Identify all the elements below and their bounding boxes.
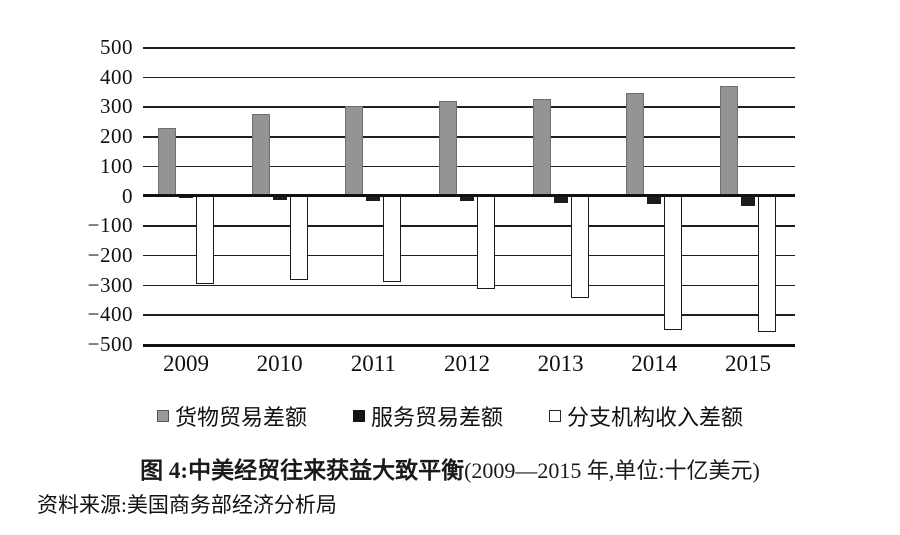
bar-branch-2014 — [664, 195, 683, 330]
y-axis-tick--300: −300 — [87, 272, 133, 297]
gridline--300 — [143, 284, 795, 287]
bar-branch-2011 — [383, 195, 402, 282]
legend-item-goods: 货物贸易差额 — [156, 400, 307, 432]
bar-goods-2011 — [345, 106, 364, 196]
y-axis-tick-0: 0 — [122, 183, 133, 208]
bar-groups: 2009 2010 2011 2012 2013 2014 2015 — [143, 47, 795, 376]
bar-goods-2015 — [719, 85, 738, 196]
y-axis-tick--200: −200 — [87, 242, 133, 267]
legend-swatch-gray-icon — [156, 410, 169, 422]
gridline-0 — [143, 194, 795, 197]
gridline-200 — [143, 136, 795, 138]
bar-goods-2013 — [532, 98, 551, 196]
gridline--100 — [143, 225, 795, 227]
bar-group-2012: 2012 — [438, 47, 495, 376]
bar-branch-2012 — [476, 195, 495, 290]
legend-swatch-black-icon — [352, 410, 365, 422]
bar-branch-2010 — [289, 195, 308, 281]
gridline--200 — [143, 254, 795, 257]
legend-item-branch: 分支机构收入差额 — [549, 400, 743, 432]
bar-branch-2009 — [196, 195, 214, 284]
bar-goods-2012 — [438, 100, 457, 196]
x-axis-label-2010: 2010 — [256, 351, 303, 376]
legend-swatch-white-icon — [549, 410, 561, 422]
figure-caption-main: 图 4:中美经贸往来获益大致平衡 — [140, 458, 465, 483]
bar-services-2010 — [272, 195, 287, 200]
bar-group-2013: 2013 — [532, 47, 589, 376]
y-axis-tick-200: 200 — [100, 124, 133, 149]
x-axis-label-2015: 2015 — [724, 351, 771, 376]
figure-caption: 图 4:中美经贸往来获益大致平衡(2009—2015 年,单位:十亿美元) — [0, 451, 900, 485]
bar-branch-2015 — [757, 195, 776, 332]
legend-item-services: 服务贸易差额 — [352, 400, 503, 432]
figure-caption-sub: (2009—2015 年,单位:十亿美元) — [464, 458, 760, 483]
bar-services-2012 — [459, 195, 474, 202]
bar-group-2009: 2009 — [158, 47, 214, 376]
gridline-100 — [143, 165, 795, 168]
chart-legend: 货物贸易差额 服务贸易差额 分支机构收入差额 — [0, 398, 900, 434]
y-axis-tick-300: 300 — [100, 94, 133, 119]
x-axis-label-2009: 2009 — [163, 351, 209, 376]
bar-goods-2014 — [626, 93, 645, 196]
bar-group-2011: 2011 — [345, 47, 402, 376]
bar-services-2011 — [366, 195, 381, 201]
y-axis-tick-100: 100 — [100, 153, 133, 178]
gridline-300 — [143, 106, 795, 108]
gridline-400 — [143, 76, 795, 79]
gridline--400 — [143, 314, 795, 316]
bar-goods-2009 — [158, 128, 176, 196]
bar-services-2015 — [740, 195, 755, 207]
gridline--500 — [143, 344, 795, 347]
y-axis-tick--400: −400 — [87, 302, 133, 327]
y-axis-tick--500: −500 — [87, 332, 133, 356]
y-axis-tick--100: −100 — [87, 213, 133, 238]
x-axis-label-2013: 2013 — [537, 351, 584, 376]
y-axis-tick-400: 400 — [100, 64, 133, 89]
legend-label: 服务贸易差额 — [370, 405, 503, 430]
bar-services-2014 — [647, 195, 662, 204]
bar-group-2010: 2010 — [251, 47, 308, 376]
source-note: 资料来源:美国商务部经济分析局 — [37, 493, 337, 517]
gridline-500 — [143, 47, 795, 49]
x-axis-label-2012: 2012 — [443, 351, 490, 376]
bar-goods-2010 — [251, 114, 270, 196]
y-axis-tick-500: 500 — [100, 35, 133, 59]
bar-group-2015: 2015 — [719, 47, 776, 376]
bar-group-2014: 2014 — [626, 47, 683, 376]
x-axis-label-2011: 2011 — [350, 351, 396, 376]
plot-area: 500 400 300 200 100 0 −100 −200 −300 −400 −500 2009… — [88, 36, 795, 376]
x-axis-label-2014: 2014 — [631, 351, 678, 376]
bar-branch-2013 — [570, 195, 589, 298]
legend-label: 货物贸易差额 — [174, 405, 307, 430]
legend-label: 分支机构收入差额 — [567, 405, 744, 430]
bar-services-2013 — [553, 195, 568, 203]
